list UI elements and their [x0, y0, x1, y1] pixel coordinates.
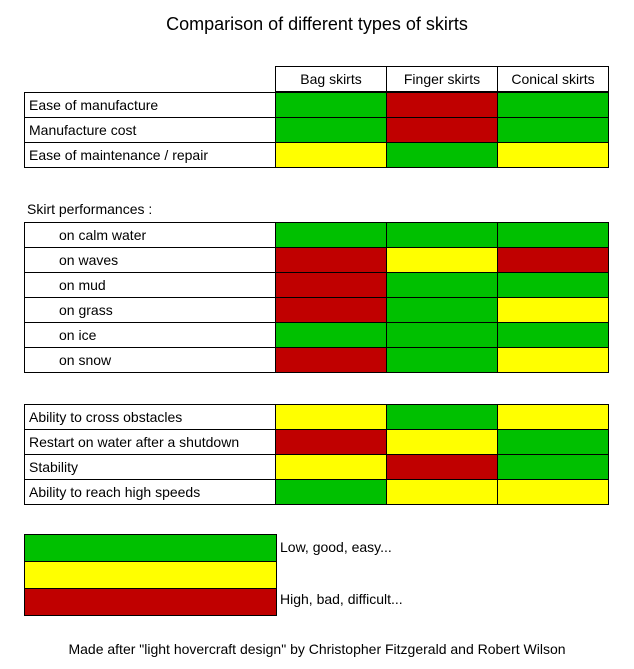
table-row: Manufacture cost [24, 117, 609, 143]
table-row: on calm water [24, 222, 609, 248]
rating-cell-green [275, 322, 387, 348]
row-label: on mud [24, 272, 276, 298]
rating-cell-green [386, 142, 498, 168]
table-row: Ease of manufacture [24, 92, 609, 118]
rating-cell-green [386, 272, 498, 298]
column-header-conical-skirts: Conical skirts [497, 66, 609, 92]
rating-cell-green [497, 272, 609, 298]
legend-swatch-yellow [24, 561, 277, 589]
rating-cell-yellow [497, 297, 609, 323]
rating-cell-yellow [497, 404, 609, 430]
rating-cell-red [275, 429, 387, 455]
rating-cell-green [386, 404, 498, 430]
rating-cell-red [386, 92, 498, 118]
rating-cell-green [497, 222, 609, 248]
rating-cell-red [275, 297, 387, 323]
row-label: on snow [24, 347, 276, 373]
rating-cell-green [497, 454, 609, 480]
rating-cell-yellow [275, 142, 387, 168]
rating-cell-yellow [497, 479, 609, 505]
row-label: on calm water [24, 222, 276, 248]
row-label: Manufacture cost [24, 117, 276, 143]
rating-cell-green [386, 297, 498, 323]
column-header-bag-skirts: Bag skirts [275, 66, 387, 92]
source-credit: Made after "light hovercraft design" by … [68, 641, 566, 657]
rating-cell-red [386, 117, 498, 143]
rating-cell-red [386, 454, 498, 480]
rating-cell-red [275, 247, 387, 273]
rating-cell-yellow [497, 347, 609, 373]
table-row: Stability [24, 454, 609, 480]
legend-swatch-green [24, 534, 277, 562]
rating-cell-green [497, 429, 609, 455]
legend-swatch-red [24, 588, 277, 616]
rating-cell-red [497, 247, 609, 273]
table-row: Ability to reach high speeds [24, 479, 609, 505]
rating-cell-green [497, 92, 609, 118]
table-row: on mud [24, 272, 609, 298]
rating-cell-red [275, 347, 387, 373]
table-row: Restart on water after a shutdown [24, 429, 609, 455]
table-row: Ability to cross obstacles [24, 404, 609, 430]
rating-cell-yellow [275, 404, 387, 430]
legend-label-bad: High, bad, difficult... [280, 591, 403, 607]
chart-title: Comparison of different types of skirts [166, 14, 468, 34]
table-row: on waves [24, 247, 609, 273]
row-label: Ability to reach high speeds [24, 479, 276, 505]
row-label: Ability to cross obstacles [24, 404, 276, 430]
column-header-finger-skirts: Finger skirts [386, 66, 498, 92]
table-row: on ice [24, 322, 609, 348]
row-label: Ease of manufacture [24, 92, 276, 118]
legend-label-good: Low, good, easy... [280, 539, 392, 555]
column-header-row: Bag skirts Finger skirts Conical skirts [275, 66, 609, 92]
rating-cell-green [275, 117, 387, 143]
rating-cell-yellow [386, 429, 498, 455]
ability-table: Ability to cross obstacles Restart on wat… [24, 404, 609, 505]
skirt-performances-heading: Skirt performances : [27, 201, 153, 217]
rating-cell-yellow [386, 247, 498, 273]
row-label: on ice [24, 322, 276, 348]
rating-cell-green [497, 322, 609, 348]
rating-cell-green [275, 92, 387, 118]
row-label: on grass [24, 297, 276, 323]
rating-cell-green [386, 347, 498, 373]
rating-cell-yellow [275, 454, 387, 480]
manufacture-table: Ease of manufacture Manufacture cost Ease … [24, 92, 609, 168]
performance-table: on calm water on waves on mud on grass on ic… [24, 222, 609, 373]
rating-cell-red [275, 272, 387, 298]
rating-cell-yellow [386, 479, 498, 505]
rating-cell-green [497, 117, 609, 143]
row-label: Ease of maintenance / repair [24, 142, 276, 168]
rating-cell-green [275, 222, 387, 248]
rating-cell-green [386, 222, 498, 248]
table-row: on grass [24, 297, 609, 323]
table-row: Ease of maintenance / repair [24, 142, 609, 168]
rating-cell-yellow [497, 142, 609, 168]
legend [24, 534, 277, 616]
row-label: on waves [24, 247, 276, 273]
rating-cell-green [275, 479, 387, 505]
row-label: Restart on water after a shutdown [24, 429, 276, 455]
rating-cell-green [386, 322, 498, 348]
row-label: Stability [24, 454, 276, 480]
table-row: on snow [24, 347, 609, 373]
